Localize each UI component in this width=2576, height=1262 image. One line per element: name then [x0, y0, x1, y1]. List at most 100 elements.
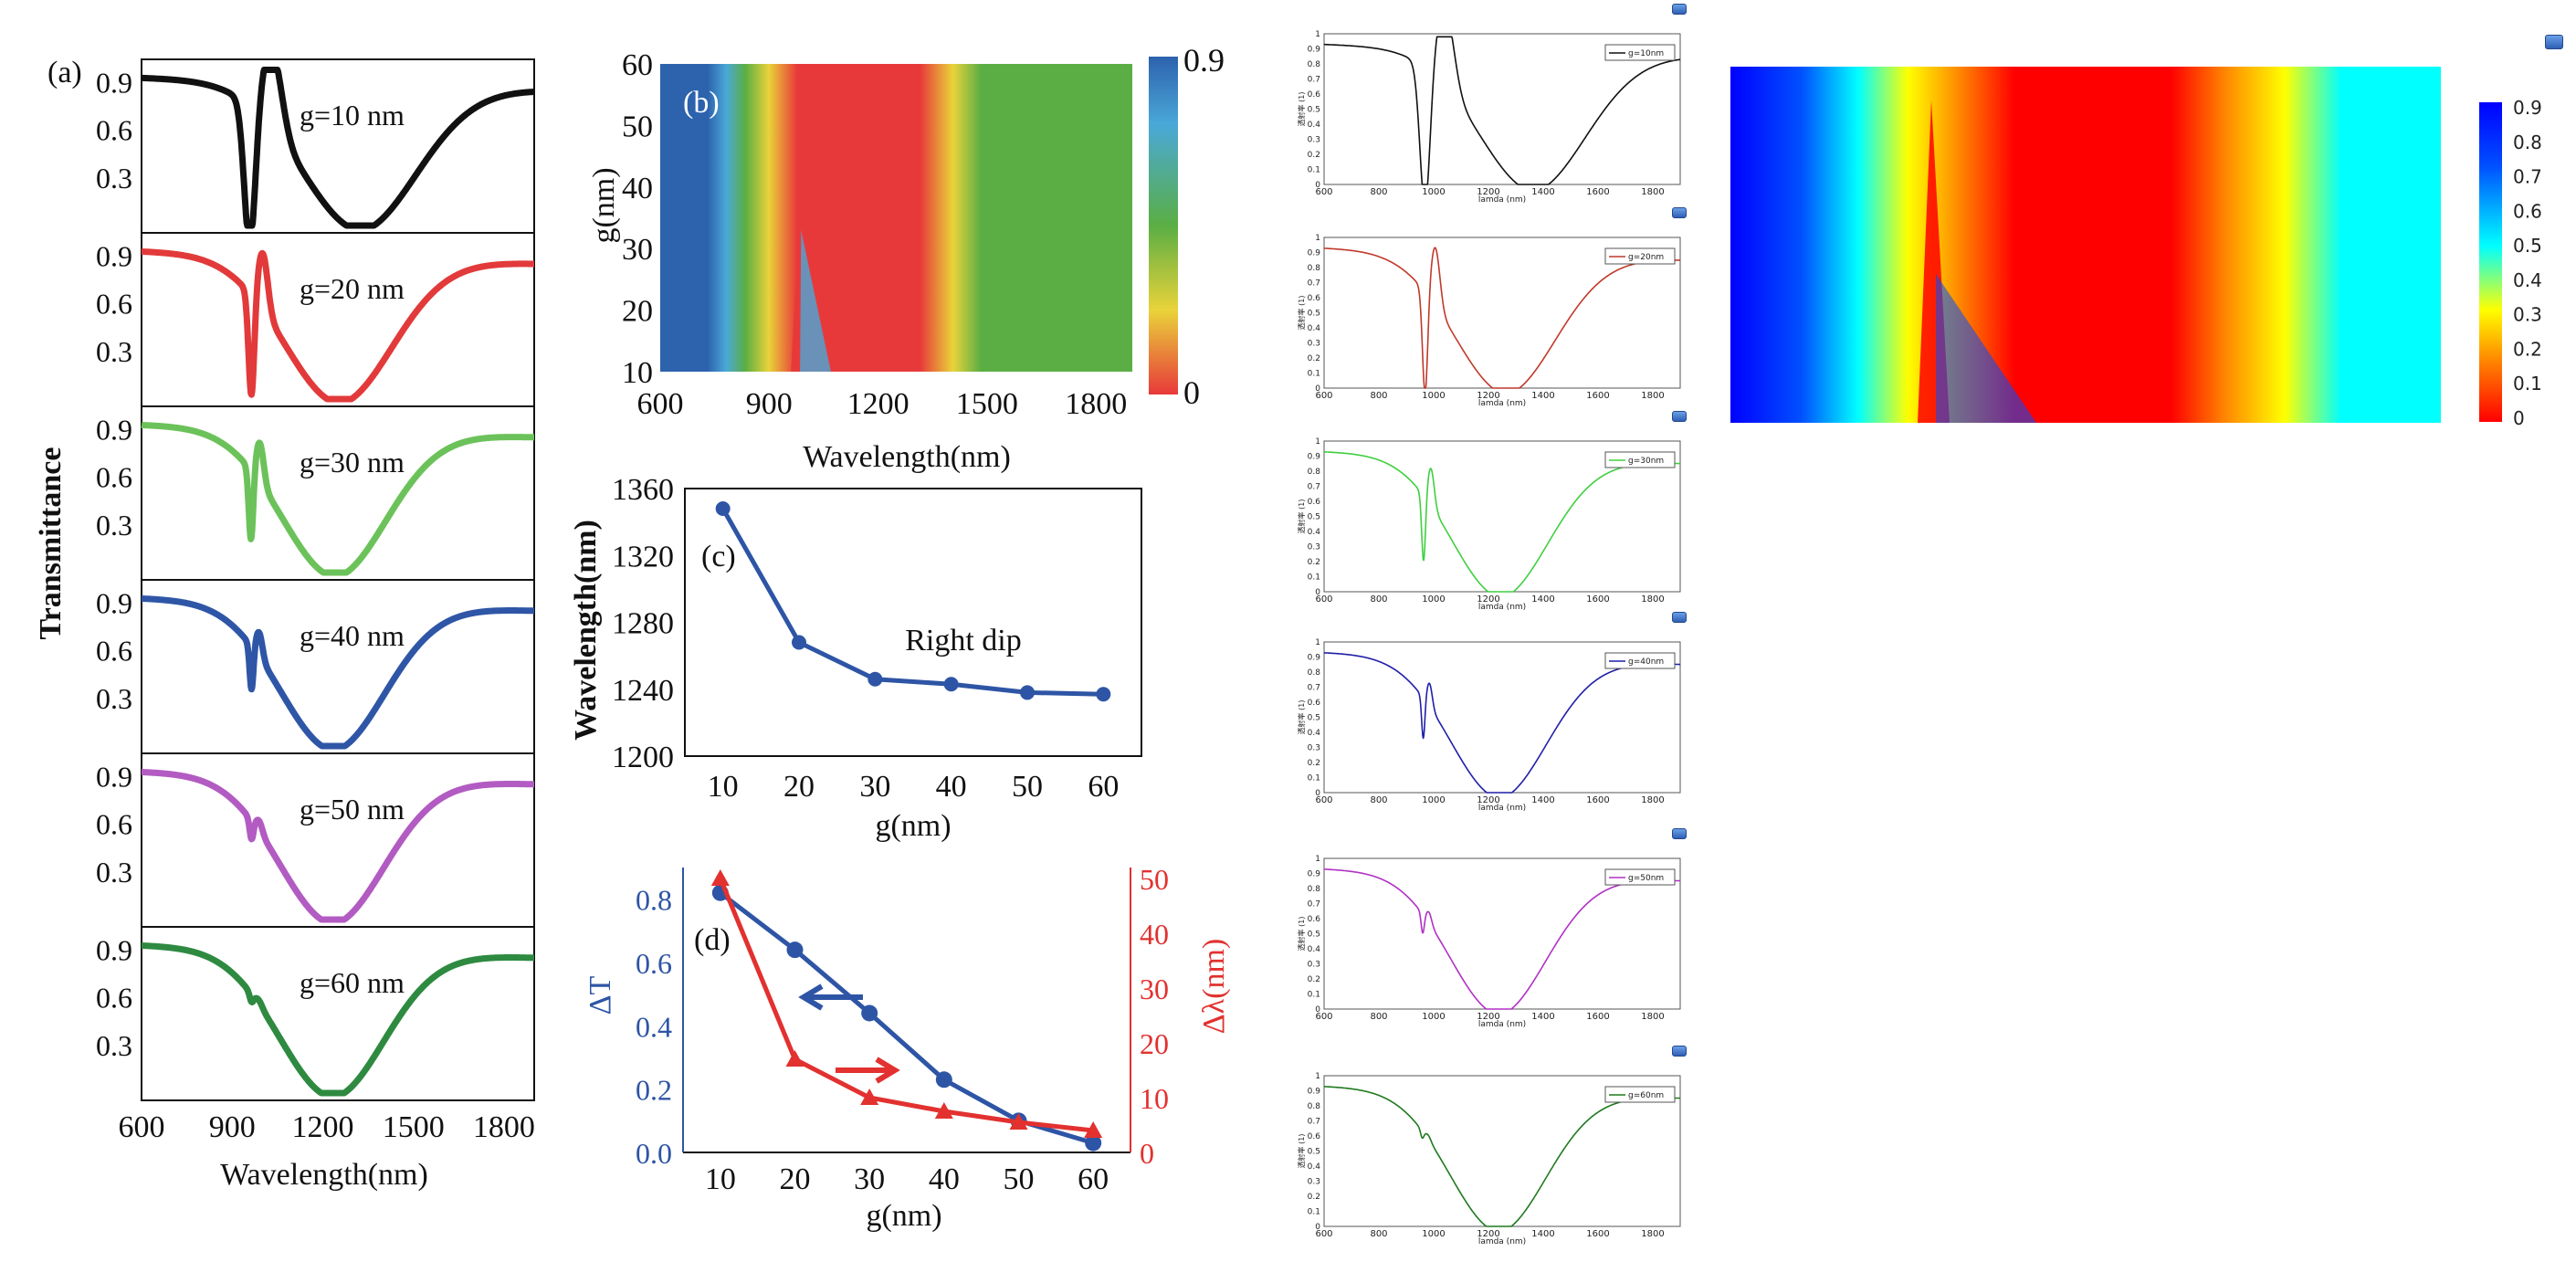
sim-y-axis-label: 透射率 (1): [1297, 1134, 1306, 1169]
sim-y-tick-label: 0.7: [1308, 684, 1320, 693]
sim-legend-box: [1604, 451, 1676, 468]
sim-x-tick-label: 1200: [1477, 1012, 1499, 1022]
data-point: [785, 1050, 804, 1067]
y-tick-label: 0.6: [96, 288, 132, 321]
sim-x-tick-label: 1400: [1531, 795, 1554, 805]
sim-y-tick-label: 0.2: [1308, 1193, 1320, 1202]
data-point: [943, 677, 959, 692]
sim-y-tick-label: 0.1: [1308, 774, 1320, 783]
sim-y-tick-label: 0.7: [1308, 1118, 1320, 1127]
panel-label-c: (c): [701, 540, 736, 573]
sim-x-axis-label: lamda (nm): [1478, 804, 1526, 813]
expand-icon[interactable]: [1672, 411, 1687, 422]
sim-x-axis-label: lamda (nm): [1478, 603, 1526, 612]
sim-x-axis-label: lamda (nm): [1478, 195, 1526, 205]
x-tick-label: 50: [1004, 1162, 1035, 1196]
data-point: [786, 941, 804, 959]
y-tick-label: 30: [622, 233, 653, 267]
sim-heatmap-field: [1730, 67, 2441, 423]
series-line: [139, 595, 537, 750]
x-tick-label: 60: [1078, 1162, 1109, 1196]
sim-y-tick-label: 0.7: [1308, 900, 1320, 910]
y-tick-label: 1320: [612, 540, 674, 573]
expand-icon[interactable]: [1672, 612, 1687, 623]
sim-y-tick-label: 0.9: [1308, 1088, 1321, 1097]
y-tick-label: 0.9: [96, 933, 132, 966]
y-right-tick-label: 20: [1140, 1027, 1169, 1060]
sim-x-tick-label: 1600: [1586, 187, 1609, 197]
colorbar: [1149, 57, 1178, 394]
sim-x-tick-label: 800: [1370, 391, 1387, 401]
y-tick-label: 1360: [612, 473, 674, 507]
expand-icon[interactable]: [2545, 35, 2563, 49]
expand-icon[interactable]: [1672, 4, 1687, 15]
sim-x-tick-label: 1800: [1641, 1229, 1664, 1239]
sim-y-tick-label: 0.6: [1308, 90, 1321, 100]
sim-y-tick-label: 0.9: [1308, 654, 1321, 663]
subplot-frame: [141, 926, 535, 1101]
sim-colorbar-tick-label: 0.5: [2513, 235, 2542, 257]
x-tick-label: 1200: [291, 1110, 353, 1144]
x-axis-label: g(nm): [866, 1199, 941, 1233]
expand-icon[interactable]: [1672, 828, 1687, 839]
sim-legend-label: g=10nm: [1628, 49, 1664, 58]
sim-x-tick-label: 600: [1315, 1229, 1332, 1239]
sim-y-tick-label: 0.5: [1308, 931, 1320, 940]
y-tick-label: 0.9: [96, 413, 132, 446]
panel-d: 10 20 30 40 50 60 0.0 0.2 0.4 0.6 0.8 0 10 20 30 40 50 (d…: [584, 863, 1231, 1233]
sim-y-tick-label: 0.8: [1308, 668, 1321, 678]
y-tick-label: 0.3: [96, 509, 132, 542]
sim-series-line: [1323, 247, 1681, 389]
x-axis-label: Wavelength(nm): [220, 1158, 428, 1192]
sim-x-tick-label: 1600: [1586, 795, 1609, 805]
y-right-tick-label: 30: [1140, 973, 1169, 1005]
y-tick-label: 0.3: [96, 1029, 132, 1062]
y-left-tick-label: 0.0: [636, 1137, 672, 1170]
y-tick-label: 1280: [612, 607, 674, 641]
sim-colorbar-tick-label: 0.4: [2513, 269, 2542, 291]
sim-y-tick-label: 0: [1315, 588, 1320, 597]
sim-y-tick-label: 0.2: [1308, 759, 1320, 768]
sim-x-tick-label: 1000: [1422, 594, 1445, 605]
sim-x-tick-label: 800: [1370, 594, 1387, 605]
data-point: [1085, 1134, 1102, 1152]
data-point: [715, 500, 731, 516]
sim-x-tick-label: 1600: [1586, 391, 1609, 401]
sim-y-tick-label: 0.6: [1308, 498, 1321, 507]
sim-y-tick-label: 0.9: [1308, 46, 1321, 55]
y-tick-label: 50: [622, 110, 653, 143]
sim-y-tick-label: 0.1: [1308, 573, 1320, 583]
y-tick-label: 0.3: [96, 682, 132, 715]
y-tick-label: 0.6: [96, 635, 132, 668]
sim-y-axis-label: 透射率 (1): [1297, 500, 1306, 534]
sim-x-tick-label: 800: [1370, 1012, 1387, 1022]
sim-x-tick-label: 1400: [1531, 187, 1554, 197]
y-tick-label: 0.6: [96, 982, 132, 1015]
y-tick-label: 10: [622, 356, 653, 390]
sim-y-tick-label: 0.5: [1308, 310, 1320, 319]
sim-x-tick-label: 1000: [1422, 795, 1445, 805]
sim-legend-label: g=30nm: [1628, 457, 1664, 466]
sim-y-tick-label: 0: [1315, 1223, 1320, 1232]
sim-y-tick-label: 0.7: [1308, 483, 1320, 492]
series-line: [139, 67, 537, 229]
sim-y-tick-label: 0.7: [1308, 76, 1320, 85]
x-tick-label: 20: [783, 770, 815, 804]
series-label: g=40 nm: [300, 619, 405, 652]
y-right-tick-label: 40: [1140, 918, 1169, 951]
expand-icon[interactable]: [1672, 207, 1687, 218]
sim-x-tick-label: 1200: [1477, 795, 1499, 805]
sim-y-tick-label: 0.6: [1308, 699, 1321, 708]
panel-label-d: (d): [694, 923, 731, 957]
sim-y-tick-label: 0.3: [1308, 136, 1320, 145]
sim-x-tick-label: 600: [1315, 795, 1332, 805]
sim-y-tick-label: 0.5: [1308, 106, 1320, 115]
expand-icon[interactable]: [1672, 1046, 1687, 1057]
sim-y-tick-label: 0.3: [1308, 543, 1320, 552]
annotation-right-dip: Right dip: [905, 624, 1022, 657]
sim-x-tick-label: 600: [1315, 594, 1332, 605]
sim-y-tick-label: 0.3: [1308, 961, 1320, 970]
y-tick-label: 0.3: [96, 335, 132, 368]
series-line: [718, 878, 1094, 1133]
